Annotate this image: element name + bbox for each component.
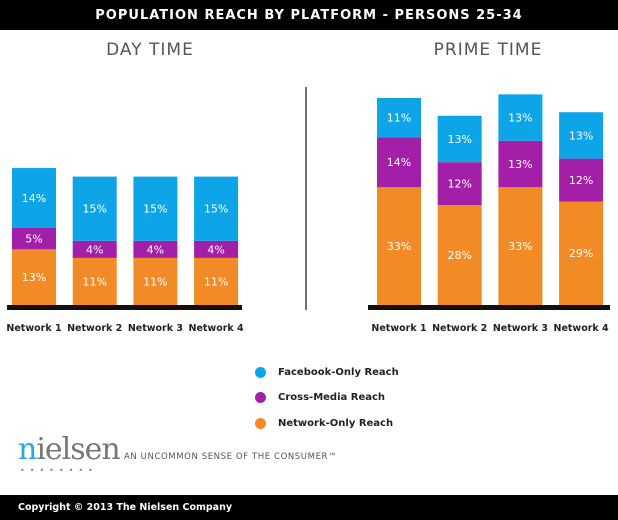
legend-cross-media: Cross-Media Reach	[255, 392, 385, 403]
data-label: 33%	[508, 240, 532, 253]
data-label: 11%	[387, 112, 411, 125]
bar-segment	[12, 249, 56, 305]
logo-dots: ••••••••	[20, 466, 98, 475]
category-label: Network 2	[432, 323, 487, 334]
copyright: Copyright © 2013 The Nielsen Company	[0, 495, 618, 520]
legend-dot	[255, 367, 266, 378]
day-time-title: DAY TIME	[106, 40, 194, 60]
data-label: 14%	[22, 192, 46, 205]
legend-dot	[255, 418, 266, 429]
data-label: 13%	[508, 158, 532, 171]
bar-segment	[194, 240, 239, 258]
bar-segment	[377, 97, 421, 138]
data-label: 11%	[143, 275, 167, 288]
bar-segment	[133, 176, 178, 241]
data-label: 33%	[387, 240, 411, 253]
data-label: 13%	[569, 129, 593, 142]
legend-dot	[255, 392, 266, 403]
bar-segment	[72, 176, 117, 241]
bar-segment	[194, 176, 239, 241]
bar-segment	[437, 205, 482, 305]
category-label: Network 2	[67, 323, 122, 334]
bar-segment	[437, 115, 482, 163]
bar-segment	[133, 240, 178, 258]
bar-segment	[498, 140, 543, 188]
data-label: 29%	[569, 247, 593, 260]
category-label: Network 3	[493, 323, 548, 334]
bar-segment	[498, 94, 543, 141]
legend-label: Cross-Media Reach	[278, 392, 386, 403]
data-label: 4%	[207, 243, 224, 256]
data-label: 5%	[25, 233, 42, 246]
legend-facebook: Facebook-Only Reach	[255, 367, 399, 378]
data-label: 4%	[147, 243, 164, 256]
data-label: 12%	[447, 178, 471, 191]
bar-segment	[559, 112, 604, 159]
data-label: 15%	[204, 203, 228, 216]
bar-segment	[377, 187, 421, 305]
baseline	[368, 305, 610, 310]
category-label: Network 4	[554, 323, 610, 334]
data-label: 15%	[143, 203, 167, 216]
bar-segment	[72, 240, 117, 258]
category-label: Network 1	[6, 323, 61, 334]
data-label: 4%	[86, 243, 103, 256]
category-label: Network 4	[189, 323, 245, 334]
data-label: 13%	[508, 112, 532, 125]
bar-segment	[559, 201, 604, 305]
data-label: 28%	[447, 249, 471, 262]
bar-segment	[194, 257, 239, 305]
legend-network: Network-Only Reach	[255, 418, 393, 429]
bar-segment	[498, 187, 543, 305]
bar-segment	[12, 227, 56, 250]
legend-label: Network-Only Reach	[278, 418, 394, 429]
data-label: 11%	[204, 275, 228, 288]
baseline	[7, 305, 242, 310]
data-label: 11%	[82, 275, 106, 288]
data-label: 13%	[22, 271, 46, 284]
data-label: 12%	[569, 174, 593, 187]
category-label: Network 3	[128, 323, 183, 334]
bar-segment	[72, 257, 117, 305]
bar-segment	[133, 257, 178, 305]
bar-segment	[559, 158, 604, 202]
nielsen-logo: nielsen	[18, 432, 121, 467]
prime-time-title: PRIME TIME	[433, 40, 543, 60]
category-label: Network 1	[371, 323, 426, 334]
charts: 13% 5% 14% Network 1 11% 4% 15% Network 2 11% 4% 1…	[6, 87, 610, 334]
data-label: 13%	[447, 133, 471, 146]
tagline: AN UNCOMMON SENSE OF THE CONSUMER™	[124, 452, 338, 462]
chart-title: POPULATION REACH BY PLATFORM - PERSONS 2…	[0, 0, 618, 30]
bar-segment	[437, 162, 482, 206]
legend-label: Facebook-Only Reach	[278, 367, 399, 378]
bar-segment	[377, 137, 421, 188]
data-label: 15%	[82, 203, 106, 216]
data-label: 14%	[387, 156, 411, 169]
bar-segment	[12, 168, 56, 228]
